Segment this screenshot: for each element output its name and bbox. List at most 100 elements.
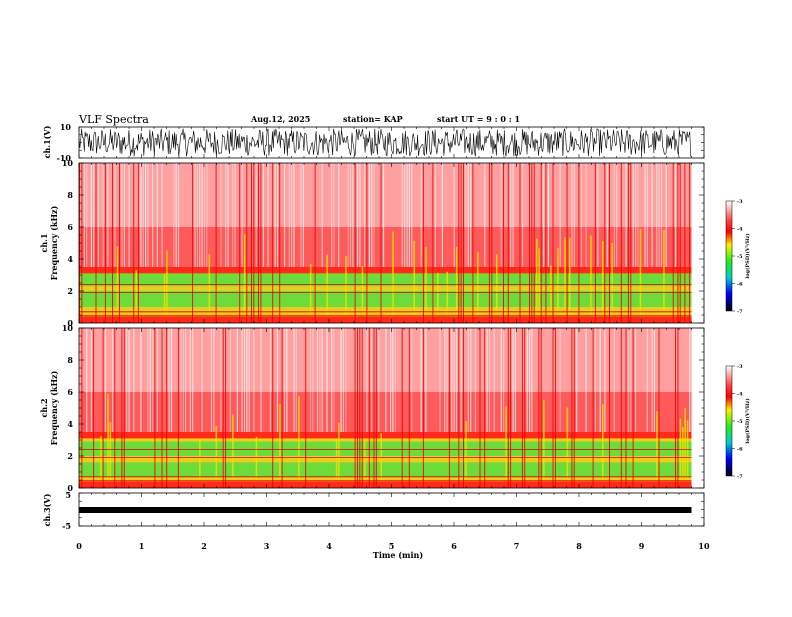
- spec1-streak-red: [314, 163, 316, 323]
- ch3-waveform-ylabel: ch.3(V): [42, 493, 52, 526]
- spec2-streak-light: [503, 328, 505, 432]
- spec1-streak-light: [196, 163, 198, 267]
- spec2-streak-light: [104, 328, 107, 432]
- cb1-ticks-tick-label: -6: [737, 282, 743, 288]
- spec2-streak-light: [420, 328, 422, 432]
- ticks-spec1-ytick-label: 6: [67, 222, 73, 232]
- spec2-streak-light: [486, 328, 488, 432]
- ch2-colorbar: [725, 365, 733, 477]
- spec1-streak-light: [333, 163, 335, 267]
- spec1-streak-light: [302, 163, 304, 267]
- spec1-streak-red: [503, 163, 504, 323]
- spec2-streak-light: [467, 328, 469, 432]
- spec2-streak-yellow: [543, 400, 545, 480]
- spec2-streak-red: [538, 328, 540, 488]
- spec1-streak-red: [258, 163, 259, 323]
- spec2-streak-yellow: [109, 422, 112, 480]
- spec1-streak-light: [321, 163, 323, 267]
- spec1-streak-red: [540, 163, 542, 323]
- ch1-waveform-line: [78, 128, 692, 157]
- spec1-streak-yellow: [163, 273, 166, 315]
- spec2-streak-light: [309, 328, 312, 432]
- spec1-streak-light: [585, 163, 587, 267]
- spec2-streak-light: [451, 328, 453, 432]
- spec1-streak-red: [192, 163, 194, 323]
- spec2-green-band-0: [79, 462, 692, 477]
- spec2-streak-light: [260, 328, 262, 432]
- spec1-streak-light: [276, 163, 279, 267]
- spec1-streak-light: [352, 163, 354, 267]
- spec1-streak-light: [404, 163, 406, 267]
- spec2-streak-light: [140, 328, 142, 432]
- spec1-streak-red: [491, 163, 493, 323]
- spec1-streak-light: [658, 163, 660, 267]
- spec2-streak-light: [366, 328, 368, 432]
- spec1-streak-yellow: [345, 255, 347, 315]
- spec1-streak-yellow: [639, 228, 642, 315]
- spec1-streak-light: [521, 163, 524, 267]
- ch1-ytick-bottom: -10: [57, 153, 72, 163]
- spec2-streak-red: [422, 328, 424, 488]
- spec1-streak-yellow: [557, 247, 559, 315]
- spec2-streak-light: [321, 328, 323, 432]
- spec2-streak-yellow: [364, 439, 366, 480]
- spec1-streak-light: [102, 163, 104, 267]
- spec1-streak-light: [632, 163, 634, 267]
- spec1-streak-yellow: [425, 247, 427, 315]
- spec1-streak-red: [251, 163, 252, 323]
- spec1-streak-red: [545, 163, 547, 323]
- spec1-streak-light: [434, 163, 436, 267]
- spec1-streak-red: [679, 163, 681, 323]
- spec1-streak-red: [246, 163, 248, 323]
- spec2-streak-light: [470, 328, 472, 432]
- spec1-streak-red: [684, 163, 686, 323]
- spec2-streak-light: [236, 328, 238, 432]
- spec2-streak-light: [559, 328, 561, 432]
- spec1-streak-red: [507, 163, 509, 323]
- spec2-streak-light: [392, 328, 394, 432]
- spec2-streak-light: [319, 328, 321, 432]
- spec1-streak-light: [128, 163, 130, 267]
- spec2-streak-red: [540, 328, 542, 488]
- cb2-ticks-tick-label: -5: [737, 419, 743, 425]
- spec2-streak-light: [627, 328, 630, 432]
- spec2-streak-light: [128, 328, 130, 432]
- spec2-streak-light: [526, 328, 528, 432]
- spec1-green-band-0: [79, 291, 692, 307]
- spec2-streak-light: [493, 328, 495, 432]
- spec1-streak-light: [262, 163, 264, 267]
- spec1-streak-red: [279, 163, 281, 323]
- spec2-streak-red: [161, 328, 163, 488]
- spec1-upper-lighter: [79, 163, 692, 227]
- spec1-streak-yellow: [166, 250, 168, 315]
- spec1-streak-yellow: [611, 243, 613, 315]
- time-xtick-label: 7: [514, 541, 520, 551]
- spec1-streak-red: [552, 163, 554, 323]
- spec1-streak-light: [338, 163, 340, 267]
- spec2-streak-light: [594, 328, 597, 432]
- spec1-streak-yellow: [663, 229, 665, 315]
- spec1-streak-light: [644, 163, 646, 267]
- spec1-green-band-1: [79, 273, 692, 287]
- spec1-streak-light: [512, 163, 514, 267]
- spec1-streak-light: [177, 163, 180, 267]
- ticks-spec2-ytick-label: 10: [62, 323, 74, 333]
- spec2-streak-light: [312, 328, 314, 432]
- time-xtick-label: 9: [639, 541, 645, 551]
- spec1-streak-light: [401, 163, 403, 267]
- spec2-streak-red: [305, 328, 307, 488]
- spec1-streak-light: [543, 163, 545, 267]
- spec2-streak-red: [222, 328, 224, 488]
- spec1-streak-light: [349, 163, 352, 267]
- spec1-streak-red: [594, 163, 596, 323]
- spec2-streak-yellow: [686, 420, 689, 480]
- spec2-streak-light: [488, 328, 491, 432]
- spec2-streak-light: [585, 328, 587, 432]
- spec2-streak-yellow: [505, 406, 507, 480]
- spec1-streak-light: [274, 163, 276, 267]
- spec1-streak-light: [382, 163, 385, 267]
- spec1-streak-light: [107, 163, 109, 267]
- spec1-streak-red: [95, 163, 97, 323]
